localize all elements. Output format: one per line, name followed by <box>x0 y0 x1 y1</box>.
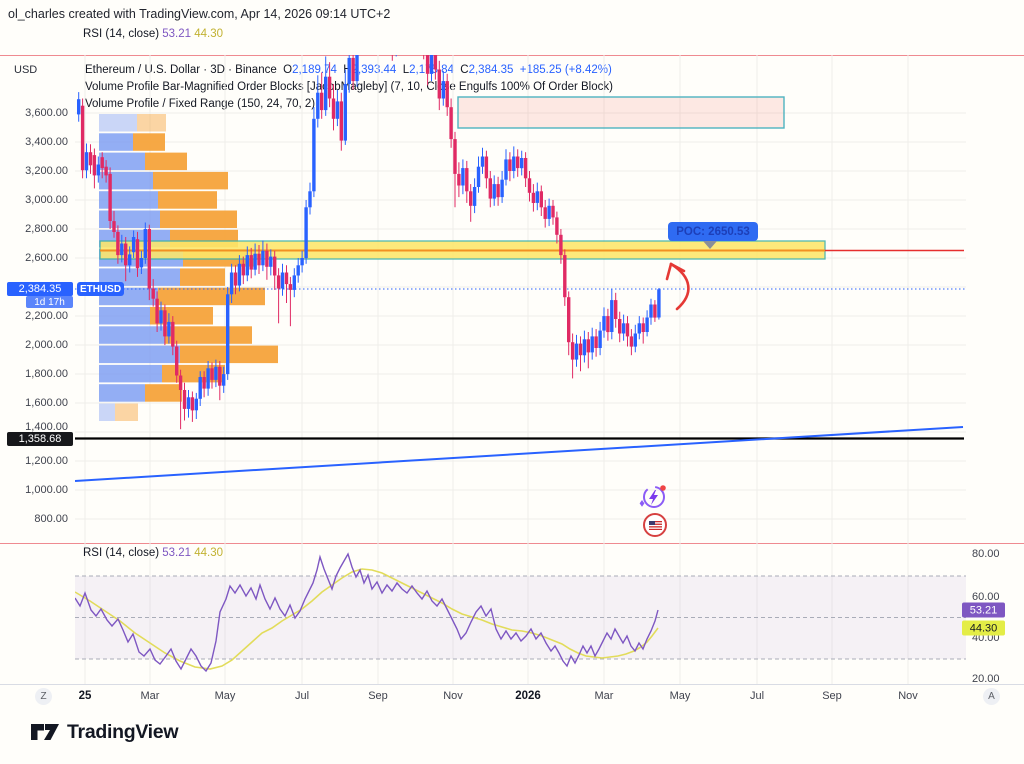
price-tick: 1,000.00 <box>25 484 68 496</box>
tradingview-logo-text: TradingView <box>67 720 179 743</box>
trendline <box>75 426 964 482</box>
price-tick: 1,800.00 <box>25 368 68 380</box>
change-value: +185.25 (+8.42%) <box>519 64 612 76</box>
price-tick: 1,200.00 <box>25 455 68 467</box>
axis-settings-badge[interactable]: A <box>983 688 1000 705</box>
ai-spark-icon[interactable] <box>636 481 670 513</box>
time-tick: May <box>214 690 236 702</box>
black-line-price-badge: 1,358.68 <box>7 432 73 446</box>
price-tick: 3,200.00 <box>25 165 68 177</box>
time-tick: 25 <box>78 690 92 702</box>
time-tick: Jul <box>749 690 765 702</box>
pane-separator-rsi[interactable] <box>0 543 1024 544</box>
pane-separator-top[interactable] <box>0 55 1024 56</box>
rsi-line <box>75 552 659 673</box>
ohlc-close-label: C <box>460 64 469 76</box>
time-tick: Sep <box>368 690 388 702</box>
ohlc-close-value: 2,384.35 <box>468 64 514 76</box>
rsi-tick: 60.00 <box>972 591 1000 603</box>
time-tick: May <box>669 690 691 702</box>
candles <box>77 55 661 430</box>
price-tick: 1,600.00 <box>25 397 68 409</box>
time-tick: Mar <box>594 690 614 702</box>
price-tick: 2,600.00 <box>25 252 68 264</box>
time-tick: Nov <box>898 690 918 702</box>
symbol-title: Ethereum / U.S. Dollar · 3D · Binance <box>85 64 277 76</box>
rsi-value-badge: 53.21 <box>962 602 1005 618</box>
price-tick: 3,000.00 <box>25 194 68 206</box>
timezone-badge[interactable]: Z <box>35 688 52 705</box>
rsi-legend-top-title: RSI (14, close) <box>83 28 160 40</box>
volume-profile <box>99 114 278 421</box>
rsi-ma-line <box>75 568 659 670</box>
rsi-legend-pane[interactable]: RSI (14, close) 53.21 44.30 <box>83 547 223 559</box>
tradingview-logo[interactable]: TradingView <box>30 720 179 744</box>
time-tick: Sep <box>822 690 842 702</box>
candle-countdown-badge: 1d 17h <box>26 296 73 308</box>
current-price-badge: 2,384.35 <box>7 282 73 296</box>
rsi-ma-value: 44.30 <box>194 547 224 559</box>
rsi-value: 53.21 <box>162 547 192 559</box>
rsi-pane-canvas[interactable] <box>75 543 966 684</box>
time-axis-separator <box>0 684 1024 685</box>
us-flag-icon[interactable] <box>643 513 667 537</box>
rsi-tick: 80.00 <box>972 548 1000 560</box>
poc-label-pointer-icon <box>703 241 717 249</box>
rsi-legend-top-ma-value: 44.30 <box>194 28 224 40</box>
time-tick: Nov <box>443 690 463 702</box>
main-chart-canvas[interactable] <box>75 55 966 543</box>
price-tick: 3,400.00 <box>25 136 68 148</box>
ohlc-high-label: H <box>343 64 352 76</box>
tradingview-logo-icon <box>31 724 59 740</box>
rsi-legend-top[interactable]: RSI (14, close) 53.21 44.30 <box>83 28 223 40</box>
price-tick: 3,600.00 <box>25 107 68 119</box>
order-block <box>457 96 785 129</box>
rsi-tick: 20.00 <box>972 673 1000 685</box>
rsi-ma-value-badge: 44.30 <box>962 620 1005 636</box>
ohlc-open-label: O <box>283 64 293 76</box>
price-tick: 1,400.00 <box>25 421 68 433</box>
rsi-legend-title: RSI (14, close) <box>83 547 160 559</box>
arrow-annotation <box>665 262 690 311</box>
time-tick: Mar <box>140 690 160 702</box>
ohlc-low-label: L <box>402 64 410 76</box>
ohlc-high-value: 2,393.44 <box>351 64 397 76</box>
grid <box>75 55 966 543</box>
price-tick: 2,200.00 <box>25 310 68 322</box>
watermark-text: ol_charles created with TradingView.com,… <box>8 7 391 21</box>
rsi-legend-top-value: 53.21 <box>162 28 192 40</box>
price-tick: 800.00 <box>34 513 68 525</box>
price-tick: 2,800.00 <box>25 223 68 235</box>
time-tick: 2026 <box>515 690 541 702</box>
time-tick: Jul <box>294 690 310 702</box>
price-tick: 2,000.00 <box>25 339 68 351</box>
symbol-price-tag[interactable]: ETHUSD <box>77 282 124 296</box>
poc-label[interactable]: POC: 2650.53 <box>668 222 758 241</box>
currency-label[interactable]: USD <box>14 64 38 76</box>
symbol-legend[interactable]: Ethereum / U.S. Dollar · 3D · Binance O 2… <box>85 64 612 76</box>
indicator-legend-volume-profile[interactable]: Volume Profile / Fixed Range (150, 24, 7… <box>85 98 316 110</box>
